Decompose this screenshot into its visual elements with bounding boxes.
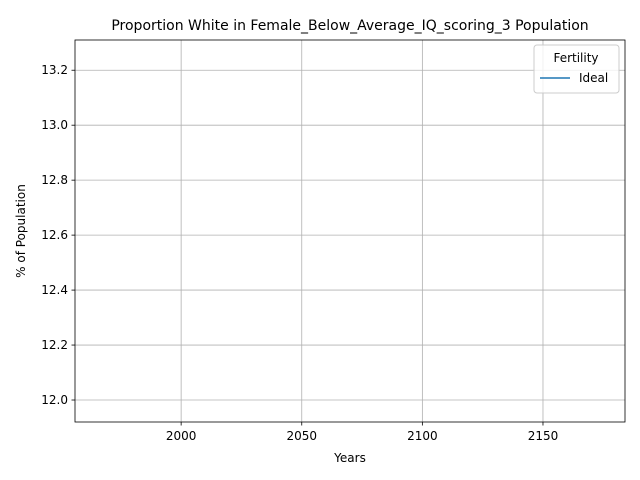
y-tick-label: 13.0	[41, 118, 68, 132]
grid-lines	[75, 40, 625, 422]
x-tick-label: 2050	[286, 429, 317, 443]
x-tick-label: 2100	[407, 429, 438, 443]
y-tick-label: 12.6	[41, 228, 68, 242]
y-axis-label: % of Population	[14, 184, 28, 278]
legend-label-ideal: Ideal	[579, 71, 608, 85]
y-tick-label: 12.8	[41, 173, 68, 187]
y-tick-label: 12.2	[41, 338, 68, 352]
x-axis-label: Years	[333, 451, 366, 465]
y-tick-label: 13.2	[41, 63, 68, 77]
x-tick-label: 2000	[166, 429, 197, 443]
legend: Fertility Ideal	[533, 44, 620, 94]
legend-title: Fertility	[553, 51, 598, 65]
x-tick-label: 2150	[528, 429, 559, 443]
x-axis: 2000 2050 2100 2150	[166, 422, 558, 443]
chart-title: Proportion White in Female_Below_Average…	[111, 18, 588, 34]
legend-box	[533, 44, 620, 94]
plot-frame	[74, 39, 626, 423]
y-tick-label: 12.0	[41, 393, 68, 407]
y-axis: 12.0 12.2 12.4 12.6 12.8 13.0 13.2	[41, 63, 75, 407]
y-tick-label: 12.4	[41, 283, 68, 297]
